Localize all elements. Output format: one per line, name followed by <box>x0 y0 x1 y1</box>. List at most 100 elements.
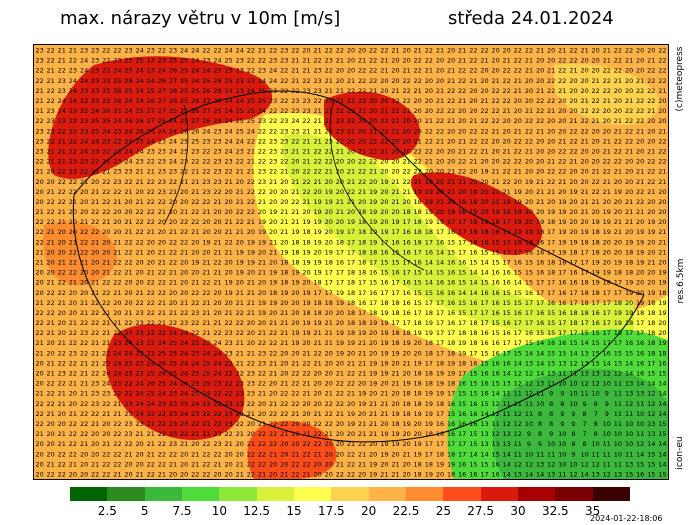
gust-value-label: 20 <box>336 450 344 458</box>
gust-value-label: 24 <box>136 67 144 75</box>
zone-gust-west <box>43 221 117 285</box>
gust-value-label: 17 <box>469 349 477 357</box>
gust-value-label: 22 <box>536 107 544 115</box>
gust-value-label: 15 <box>658 420 666 428</box>
gust-value-label: 18 <box>569 319 577 327</box>
gust-value-label: 20 <box>358 198 366 206</box>
gust-value-label: 20 <box>625 299 633 307</box>
gust-value-label: 22 <box>414 158 422 166</box>
gust-value-label: 15 <box>547 349 555 357</box>
gust-value-label: 24 <box>136 97 144 105</box>
gust-value-label: 21 <box>447 117 455 125</box>
gust-value-label: 21 <box>202 208 210 216</box>
gust-value-label: 20 <box>69 228 77 236</box>
gust-value-label: 21 <box>180 440 188 448</box>
gust-value-label: 14 <box>436 248 444 256</box>
gust-value-label: 20 <box>180 279 188 287</box>
gust-value-label: 18 <box>402 208 410 216</box>
gust-value-label: 20 <box>469 87 477 95</box>
gust-value-label: 20 <box>302 208 310 216</box>
gust-value-label: 22 <box>113 269 121 277</box>
gust-value-label: 16 <box>436 430 444 438</box>
gust-value-label: 21 <box>80 380 88 388</box>
gust-value-label: 15 <box>458 309 466 317</box>
gust-value-label: 22 <box>325 400 333 408</box>
gust-value-label: 22 <box>113 390 121 398</box>
gust-value-label: 20 <box>547 127 555 135</box>
gust-value-label: 22 <box>35 319 43 327</box>
gust-value-label: 22 <box>202 440 210 448</box>
gust-value-label: 17 <box>525 309 533 317</box>
gust-value-label: 8 <box>594 400 598 408</box>
gust-value-label: 18 <box>558 259 566 267</box>
gust-value-label: 18 <box>503 208 511 216</box>
gust-value-label: 21 <box>336 208 344 216</box>
legend-tick-label: 17.5 <box>317 504 345 518</box>
gust-value-label: 20 <box>447 198 455 206</box>
gust-value-label: 23 <box>269 148 277 156</box>
gust-value-label: 14 <box>536 370 544 378</box>
gust-value-label: 18 <box>436 400 444 408</box>
gust-value-label: 20 <box>91 440 99 448</box>
gust-value-label: 22 <box>347 87 355 95</box>
gust-value-label: 21 <box>202 430 210 438</box>
gust-value-label: 18 <box>414 319 422 327</box>
gust-value-label: 20 <box>358 47 366 55</box>
gust-value-label: 22 <box>336 107 344 115</box>
gust-value-label: 21 <box>80 178 88 186</box>
gust-value-label: 21 <box>247 279 255 287</box>
gust-value-label: 25 <box>124 57 132 65</box>
gust-value-label: 16 <box>536 309 544 317</box>
gust-value-label: 17 <box>380 289 388 297</box>
gust-value-label: 24 <box>169 158 177 166</box>
gust-value-label: 21 <box>202 259 210 267</box>
gust-value-label: 17 <box>436 349 444 357</box>
gust-value-label: 16 <box>469 359 477 367</box>
gust-value-label: 24 <box>180 390 188 398</box>
gust-value-label: 17 <box>469 309 477 317</box>
gust-value-label: 21 <box>47 158 55 166</box>
gust-value-label: 14 <box>514 279 522 287</box>
gust-value-label: 21 <box>536 87 544 95</box>
gust-value-label: 23 <box>169 168 177 176</box>
gust-value-label: 22 <box>647 67 655 75</box>
gust-value-label: 20 <box>491 158 499 166</box>
gust-value-label: 23 <box>91 77 99 85</box>
gust-value-label: 22 <box>58 188 66 196</box>
gust-value-label: 20 <box>402 198 410 206</box>
gust-value-label: 22 <box>35 238 43 246</box>
gust-value-label: 21 <box>124 228 132 236</box>
gust-value-label: 21 <box>102 309 110 317</box>
gust-value-label: 21 <box>547 107 555 115</box>
gust-value-label: 19 <box>302 299 310 307</box>
gust-value-label: 21 <box>136 430 144 438</box>
gust-value-label: 20 <box>402 430 410 438</box>
gust-value-label: 22 <box>369 67 377 75</box>
gust-value-label: 17 <box>436 319 444 327</box>
gust-value-label: 22 <box>458 168 466 176</box>
gust-value-label: 21 <box>547 67 555 75</box>
gust-value-label: 22 <box>147 460 155 468</box>
gust-value-label: 17 <box>569 259 577 267</box>
gust-value-label: 21 <box>47 67 55 75</box>
gust-value-label: 22 <box>269 168 277 176</box>
gust-value-label: 19 <box>414 359 422 367</box>
gust-value-label: 22 <box>224 390 232 398</box>
gust-value-label: 22 <box>69 430 77 438</box>
gust-value-label: 22 <box>469 67 477 75</box>
gust-value-label: 21 <box>69 319 77 327</box>
gust-value-label: 19 <box>402 380 410 388</box>
gust-value-label: 20 <box>80 188 88 196</box>
gust-value-label: 18 <box>336 238 344 246</box>
gust-value-label: 21 <box>280 329 288 337</box>
gust-value-label: 25 <box>102 117 110 125</box>
gust-value-label: 22 <box>347 117 355 125</box>
gust-value-label: 17 <box>558 329 566 337</box>
gust-value-label: 20 <box>436 57 444 65</box>
gust-value-label: 23 <box>124 420 132 428</box>
gust-value-label: 20 <box>614 87 622 95</box>
gust-value-label: 21 <box>491 168 499 176</box>
legend-tick-label: 22.5 <box>392 504 420 518</box>
gust-value-label: 20 <box>425 168 433 176</box>
zone-calm-inner <box>283 134 634 337</box>
